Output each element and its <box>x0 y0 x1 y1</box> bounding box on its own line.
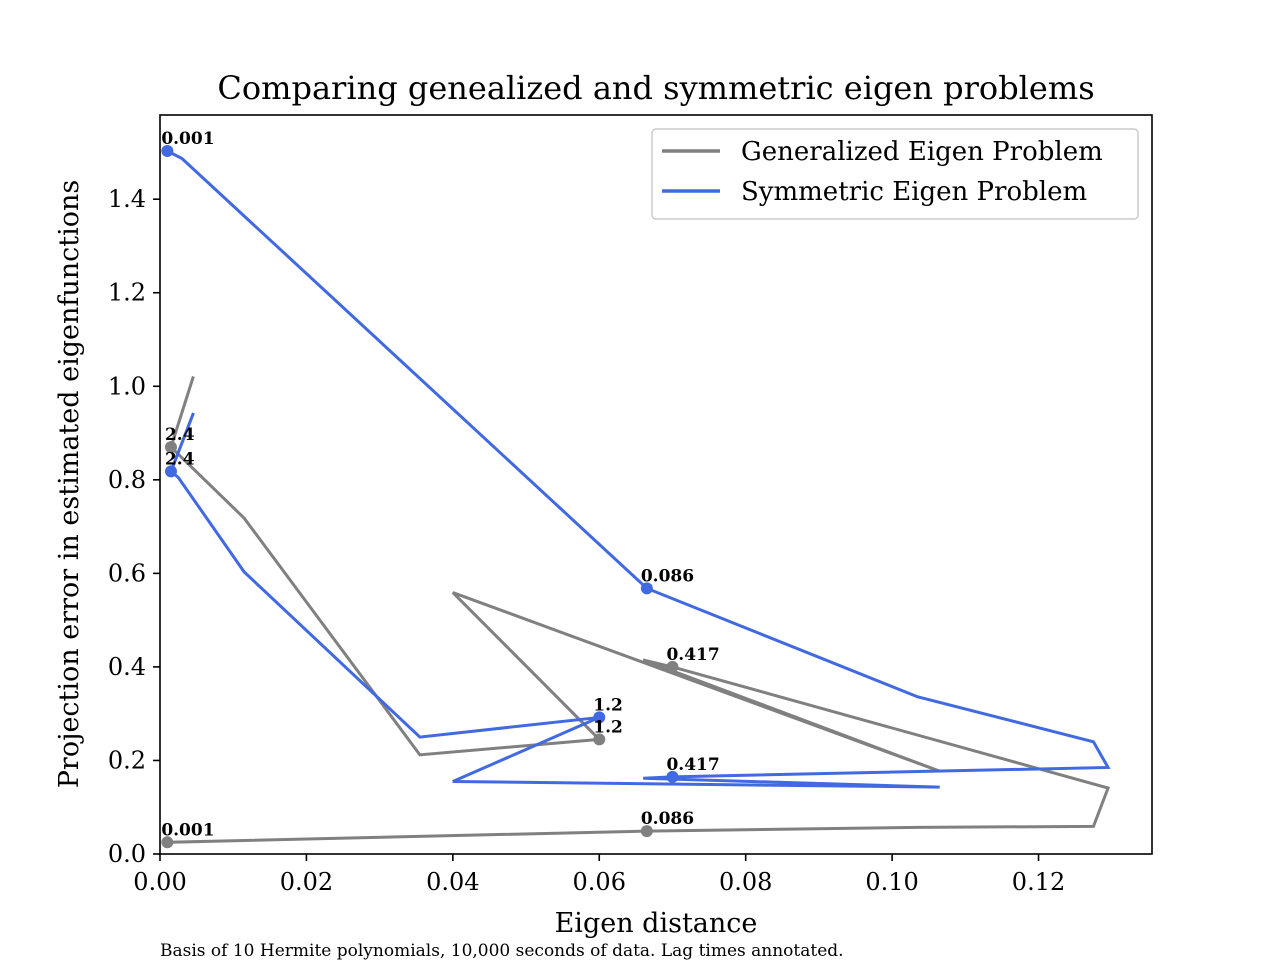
chart-caption: Basis of 10 Hermite polynomials, 10,000 … <box>160 941 844 960</box>
legend-label-symmetric: Symmetric Eigen Problem <box>741 177 1087 207</box>
annotation-layer: 0.001 0.086 0.417 1.2 2.4 0.001 0.086 0.417 1.2 2… <box>161 129 719 840</box>
lag-time-annotation: 2.4 <box>165 449 195 469</box>
y-tick-label: 0.4 <box>108 653 146 681</box>
legend-box <box>651 128 1139 220</box>
x-tick-label: 0.12 <box>1012 868 1065 896</box>
lag-time-annotation: 0.417 <box>666 755 719 775</box>
data-point-marker <box>593 711 606 724</box>
data-point-marker <box>640 582 653 595</box>
data-point-marker <box>164 465 177 478</box>
legend-label-generalized: Generalized Eigen Problem <box>741 137 1103 167</box>
marker-layer <box>161 145 679 849</box>
data-point-marker <box>640 825 653 838</box>
y-tick-label: 0.6 <box>108 559 146 587</box>
y-tick-label: 0.0 <box>108 840 146 868</box>
data-point-marker <box>161 145 174 158</box>
x-tick-label: 0.00 <box>133 868 186 896</box>
lag-time-annotation: 1.2 <box>593 717 623 737</box>
data-point-marker <box>666 660 679 673</box>
data-point-marker <box>161 836 174 849</box>
axes-frame <box>159 114 1153 855</box>
x-axis-ticks: 0.00 0.02 0.04 0.06 0.08 0.10 0.12 <box>133 854 1065 896</box>
y-tick-label: 1.4 <box>108 185 146 213</box>
y-tick-label: 0.2 <box>108 746 146 774</box>
data-point-marker <box>593 733 606 746</box>
y-tick-label: 1.2 <box>108 279 146 307</box>
x-tick-label: 0.02 <box>280 868 333 896</box>
lag-time-annotation: 0.086 <box>641 809 694 829</box>
lag-time-annotation: 0.001 <box>161 820 214 840</box>
lag-time-annotation: 0.001 <box>161 129 214 149</box>
y-axis-ticks: 0.0 0.2 0.4 0.6 0.8 1.0 1.2 1.4 <box>108 185 160 868</box>
series-line-generalized <box>165 375 1111 844</box>
legend: Generalized Eigen Problem Symmetric Eige… <box>651 128 1139 220</box>
x-axis-label: Eigen distance <box>555 908 758 939</box>
series-layer <box>165 148 1111 844</box>
lag-time-annotation: 0.086 <box>641 566 694 586</box>
x-tick-label: 0.10 <box>865 868 918 896</box>
data-point-marker <box>666 770 679 783</box>
x-tick-label: 0.04 <box>426 868 479 896</box>
chart-title: Comparing genealized and symmetric eigen… <box>217 69 1094 107</box>
lag-time-annotation: 0.417 <box>666 645 719 665</box>
y-axis-label: Projection error in estimated eigenfunct… <box>54 180 85 789</box>
y-tick-label: 1.0 <box>108 372 146 400</box>
plot-area: 0.001 0.086 0.417 1.2 2.4 0.001 0.086 0.417 1.2 2… <box>161 129 1111 849</box>
lag-time-annotation: 2.4 <box>165 425 195 445</box>
data-point-marker <box>164 441 177 454</box>
series-line-symmetric <box>165 148 1111 789</box>
y-tick-label: 0.8 <box>108 466 146 494</box>
x-tick-label: 0.08 <box>719 868 772 896</box>
lag-time-annotation: 1.2 <box>593 695 623 715</box>
x-tick-label: 0.06 <box>573 868 626 896</box>
